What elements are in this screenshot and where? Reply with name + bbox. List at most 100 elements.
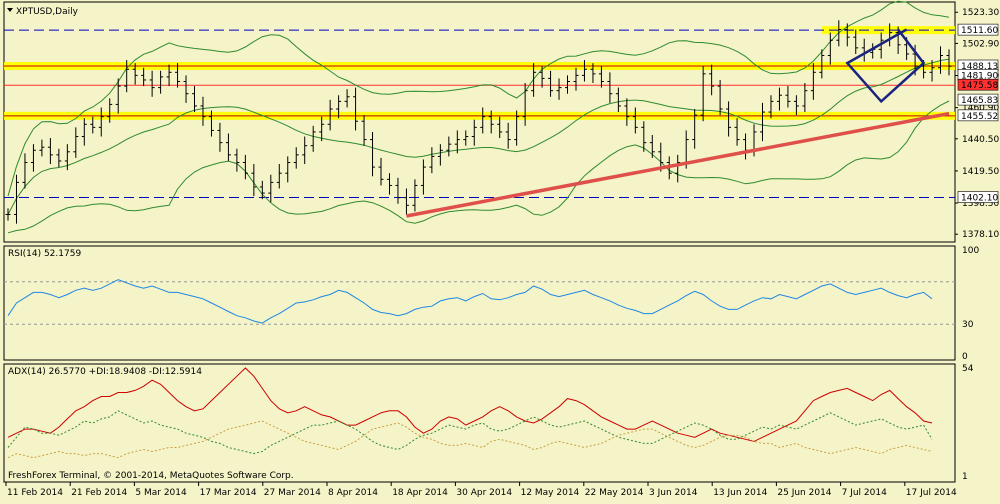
price-bar	[759, 102, 765, 142]
price-bar	[734, 118, 740, 146]
x-tick-label: 30 Apr 2014	[456, 488, 512, 498]
level-label-box	[957, 93, 999, 106]
level-label: 1455.52	[961, 112, 998, 122]
trendline	[406, 111, 950, 218]
price-bar	[302, 136, 308, 165]
price-bar	[56, 148, 62, 168]
price-bar	[64, 144, 70, 171]
x-tick-label: 21 Feb 2014	[71, 488, 127, 498]
price-bar	[132, 63, 138, 85]
price-bar	[429, 147, 435, 174]
price-bar	[463, 130, 469, 146]
price-bar	[514, 110, 520, 146]
price-bar	[5, 208, 11, 221]
price-bar	[149, 70, 155, 97]
price-bar	[183, 75, 189, 103]
rsi-pane-title: RSI(14) 52.1759	[8, 249, 81, 259]
x-tick-label: 17 Jul 2014	[906, 488, 957, 498]
price-bar	[81, 118, 87, 146]
price-bar	[692, 109, 698, 149]
price-bar	[285, 156, 291, 183]
price-bar	[336, 95, 342, 119]
price-bar	[370, 131, 376, 177]
level-label-box	[957, 191, 999, 203]
adx-line-1	[7, 410, 933, 455]
price-bar	[47, 138, 53, 165]
level-label-box	[957, 78, 999, 91]
price-bar	[624, 98, 630, 126]
y-tick-label: 1378.10	[962, 230, 999, 240]
price-bar	[327, 99, 333, 131]
price-bar	[276, 164, 282, 189]
price-pane-title: XPTUSD,Daily	[16, 7, 79, 17]
price-bar	[141, 67, 147, 87]
price-bar	[802, 83, 808, 113]
price-bar	[853, 29, 859, 54]
price-bar	[217, 122, 223, 152]
price-bar	[615, 87, 621, 113]
price-bar	[929, 60, 935, 82]
adx-y-tick-label: 1	[962, 472, 968, 482]
rsi-y-tick-label: 30	[962, 320, 974, 330]
price-bar	[30, 144, 36, 172]
price-bar	[225, 133, 231, 161]
price-bar	[573, 67, 579, 91]
price-bar	[175, 63, 181, 88]
price-bar	[310, 125, 316, 152]
x-tick-label: 13 Jun 2014	[713, 488, 767, 498]
price-bar	[497, 116, 503, 139]
y-tick-label: 1502.90	[962, 39, 999, 49]
price-bar	[649, 134, 655, 158]
pane-frame-2	[3, 363, 956, 483]
pane-frame-0	[3, 1, 956, 243]
price-bar	[878, 32, 884, 59]
price-bar	[234, 148, 240, 172]
price-bar	[386, 173, 392, 195]
price-bar	[208, 110, 214, 137]
rsi-y-tick-label: 0	[962, 352, 968, 362]
y-tick-label: 1460.90	[962, 104, 999, 114]
price-bar	[90, 116, 96, 134]
price-bar	[717, 79, 723, 116]
price-bar	[598, 66, 604, 88]
dropdown-arrow-icon	[7, 8, 13, 12]
price-bar	[844, 23, 850, 47]
price-bar	[251, 164, 257, 197]
level-label: 1475.58	[961, 81, 998, 91]
level-label: 1465.83	[961, 96, 998, 106]
price-bar	[641, 121, 647, 152]
upper-band	[7, 0, 950, 197]
price-bar	[675, 154, 681, 183]
price-bar	[548, 70, 554, 97]
price-bar	[73, 127, 79, 158]
y-tick-label: 1419.50	[962, 167, 999, 177]
price-bar	[22, 153, 28, 189]
price-bar	[361, 115, 367, 146]
level-label-box	[957, 23, 999, 36]
price-bar	[98, 107, 104, 137]
price-bar	[743, 133, 749, 160]
level-label-box	[957, 109, 999, 122]
price-bar	[827, 32, 833, 65]
price-bar	[293, 147, 299, 169]
adx-pane-title: ADX(14) 26.5770 +DI:18.9408 -DI:12.5914	[8, 367, 202, 377]
lower-band	[7, 100, 950, 234]
x-tick-label: 22 May 2014	[585, 488, 644, 498]
price-bar	[810, 63, 816, 100]
price-bar	[590, 63, 596, 84]
price-bar	[395, 177, 401, 204]
price-bar	[539, 66, 545, 88]
price-bar	[836, 20, 842, 47]
price-bar	[353, 87, 359, 131]
price-bar	[259, 180, 265, 200]
price-bar	[861, 38, 867, 62]
level-band-0	[821, 26, 955, 35]
price-bar	[268, 174, 274, 203]
x-tick-label: 25 Jun 2014	[777, 488, 831, 498]
price-bar	[192, 86, 198, 113]
price-bar	[437, 144, 443, 166]
y-tick-label: 1523.30	[962, 8, 999, 18]
y-tick-label: 1398.50	[962, 199, 999, 209]
